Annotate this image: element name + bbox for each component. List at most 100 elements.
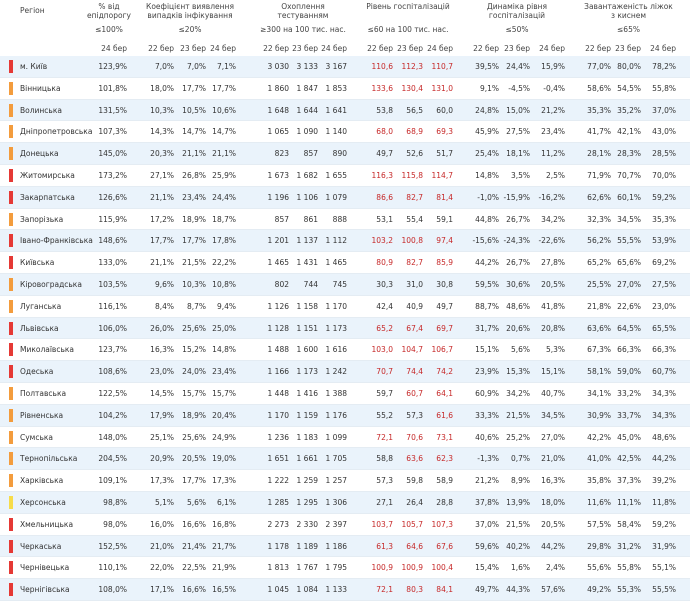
- cell-value: 1 173: [325, 323, 347, 333]
- cell-value: 60,7: [406, 389, 423, 398]
- cell-value: 888: [332, 214, 347, 224]
- cell-value: 55,4: [406, 214, 423, 224]
- status-marker: [9, 256, 13, 270]
- cell-value: 27,1: [376, 498, 393, 507]
- cell-value: 17,2%: [150, 214, 174, 224]
- group-threshold: ≤100%: [95, 25, 123, 34]
- cell-value: 204,5%: [98, 454, 127, 464]
- cell-value: 100,4: [431, 563, 453, 573]
- cell-value: 173,2%: [98, 171, 127, 180]
- cell-value: 22,2%: [212, 258, 236, 268]
- region-name: м. Київ: [20, 62, 48, 71]
- status-marker: [9, 496, 13, 509]
- cell-value: 26,4: [406, 498, 423, 507]
- cell-value: 81,4: [436, 192, 453, 202]
- cell-value: 21,1%: [150, 258, 174, 268]
- cell-value: 72,1: [376, 585, 393, 595]
- cell-value: 35,3%: [652, 214, 676, 224]
- cell-value: 77,0%: [587, 62, 611, 71]
- cell-value: 16,6%: [182, 585, 206, 595]
- cell-value: 1 641: [325, 105, 347, 115]
- cell-value: 14,8%: [475, 171, 499, 180]
- cell-value: 100,8: [401, 236, 423, 246]
- cell-value: 25,5%: [587, 280, 611, 289]
- date-header: 22 бер: [263, 44, 289, 53]
- table-row: Житомирська 173,2% 27,1% 26,8% 25,9% 1 673 1 6…: [0, 165, 690, 187]
- status-marker: [9, 147, 13, 161]
- cell-value: 45,9%: [475, 127, 499, 137]
- cell-value: 42,2%: [587, 432, 611, 442]
- cell-value: 21,5%: [182, 258, 206, 268]
- cell-value: 1 128: [267, 323, 289, 333]
- cell-value: 55,8%: [617, 563, 641, 573]
- region-name: Луганська: [20, 301, 62, 311]
- region-name: Чернігівська: [20, 585, 70, 595]
- cell-value: 1 488: [267, 345, 289, 355]
- cell-value: 14,7%: [212, 127, 236, 137]
- cell-value: 1,6%: [510, 563, 530, 573]
- cell-value: 3 030: [267, 62, 289, 71]
- cell-value: 1 090: [296, 127, 318, 137]
- cell-value: 22,5%: [182, 563, 206, 573]
- cell-value: 116,1%: [98, 301, 127, 311]
- group-title: Рівень госпіталізацій: [366, 2, 450, 11]
- status-marker: [9, 561, 13, 575]
- cell-value: 30,6%: [506, 280, 530, 289]
- cell-value: 20,8%: [541, 323, 565, 333]
- cell-value: 68,0: [376, 127, 393, 137]
- cell-value: 3,5%: [510, 171, 530, 180]
- cell-value: 110,1%: [98, 563, 127, 573]
- status-marker: [9, 125, 13, 139]
- cell-value: 133,6: [371, 83, 393, 93]
- group-title: % від епідпорогу: [86, 2, 131, 20]
- region-name: Донецька: [20, 149, 59, 159]
- cell-value: 1 189: [296, 541, 318, 551]
- cell-value: 80,0%: [617, 62, 641, 71]
- cell-value: 106,0%: [98, 323, 127, 333]
- cell-value: 1 242: [325, 367, 347, 377]
- cell-value: 1 465: [267, 258, 289, 268]
- cell-value: 28,3%: [617, 149, 641, 159]
- status-marker: [9, 517, 13, 531]
- table-row: Чернівецька 110,1% 22,0% 22,5% 21,9% 1 813 1 7…: [0, 557, 690, 580]
- cell-value: 42,1%: [617, 127, 641, 137]
- table-row: Волинська 131,5% 10,3% 10,5% 10,6% 1 648 1 644…: [0, 99, 690, 122]
- cell-value: 34,3%: [652, 410, 676, 420]
- cell-value: 1 186: [325, 541, 347, 551]
- cell-value: 16,3%: [541, 476, 565, 486]
- table-row: Полтавська 122,5% 14,5% 15,7% 15,7% 1 448 1 41…: [0, 383, 690, 405]
- cell-value: 1 196: [267, 192, 289, 202]
- cell-value: 23,0%: [652, 301, 676, 311]
- cell-value: 8,9%: [510, 476, 530, 486]
- cell-value: 2 397: [325, 519, 347, 529]
- cell-value: 21,1%: [182, 149, 206, 159]
- cell-value: 24,0%: [182, 367, 206, 377]
- table-row: Херсонська 98,8% 5,1% 5,6% 6,1% 1 285 1 295 1 3…: [0, 492, 690, 514]
- cell-value: 18,0%: [541, 498, 565, 507]
- cell-value: 20,5%: [541, 280, 565, 289]
- cell-value: 1 795: [325, 563, 347, 573]
- cell-value: 1 178: [267, 541, 289, 551]
- cell-value: 1 112: [325, 236, 347, 246]
- cell-value: 58,6%: [587, 83, 611, 93]
- cell-value: 34,2%: [506, 389, 530, 398]
- cell-value: 130,4: [401, 83, 423, 93]
- cell-value: 42,5%: [617, 454, 641, 464]
- cell-value: 100,9: [401, 563, 423, 573]
- cell-value: 67,4: [406, 323, 423, 333]
- cell-value: 1 673: [267, 171, 289, 180]
- cell-value: 58,4%: [617, 519, 641, 529]
- cell-value: 18,0%: [150, 83, 174, 93]
- table-row: Харківська 109,1% 17,3% 17,7% 17,3% 1 222 1 25…: [0, 470, 690, 492]
- table-row: Одеська 108,6% 23,0% 24,0% 23,4% 1 166 1 173 1 …: [0, 361, 690, 383]
- cell-value: 17,7%: [182, 236, 206, 246]
- cell-value: 20,6%: [506, 323, 530, 333]
- cell-value: -16,2%: [538, 192, 565, 202]
- cell-value: 115,8: [401, 171, 423, 180]
- cell-value: 17,1%: [150, 585, 174, 595]
- region-name: Івано-Франківська: [20, 236, 93, 246]
- cell-value: 58,8: [376, 454, 393, 464]
- cell-value: 10,3%: [182, 280, 206, 289]
- cell-value: 145,0%: [98, 149, 127, 159]
